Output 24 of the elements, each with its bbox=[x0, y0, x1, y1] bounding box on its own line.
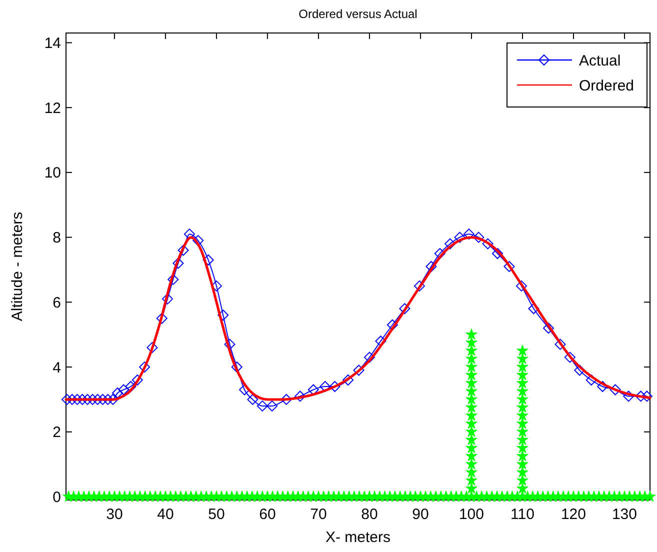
legend-label: Actual bbox=[579, 52, 621, 70]
x-tick-label: 100 bbox=[458, 506, 484, 523]
x-tick-label: 90 bbox=[412, 506, 429, 523]
legend-label: Ordered bbox=[579, 77, 634, 94]
y-tick-label: 14 bbox=[44, 34, 61, 52]
x-tick-label: 70 bbox=[310, 506, 327, 523]
x-tick-label: 120 bbox=[560, 506, 586, 523]
x-tick-label: 30 bbox=[106, 506, 123, 523]
y-tick-label: 12 bbox=[44, 100, 61, 117]
x-tick-label: 110 bbox=[510, 506, 534, 523]
x-tick-label: 60 bbox=[259, 506, 276, 523]
x-axis-title: X- meters bbox=[325, 529, 391, 546]
y-tick-label: 4 bbox=[52, 359, 61, 376]
y-tick-label: 10 bbox=[44, 164, 61, 182]
y-tick-label: 6 bbox=[52, 294, 61, 312]
chart-title: Ordered versus Actual bbox=[298, 7, 418, 21]
y-tick-label: 8 bbox=[52, 230, 61, 247]
y-tick-label: 0 bbox=[52, 489, 61, 506]
x-tick-label: 50 bbox=[208, 506, 225, 523]
x-tick-label: 130 bbox=[612, 506, 638, 523]
x-tick-label: 80 bbox=[361, 506, 378, 523]
x-tick-label: 40 bbox=[157, 506, 174, 523]
y-tick-label: 2 bbox=[52, 424, 61, 442]
y-axis-title: Altitude - meters bbox=[9, 212, 26, 322]
